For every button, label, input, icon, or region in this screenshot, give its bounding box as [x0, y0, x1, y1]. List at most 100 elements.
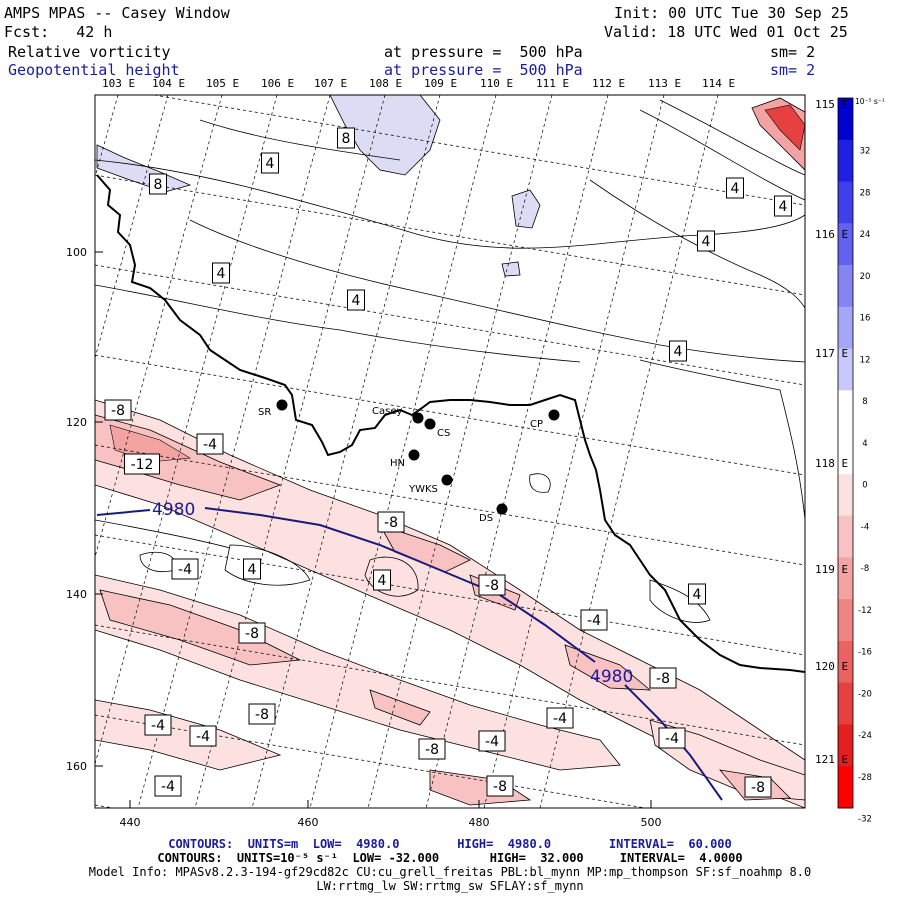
svg-text:4: 4: [248, 562, 257, 578]
svg-text:YWKS: YWKS: [408, 484, 438, 495]
colorbar-label: 32: [860, 147, 871, 157]
field2-pressure: at pressure = 500 hPa: [384, 61, 583, 79]
plot-frame: [94, 94, 806, 809]
colorbar-swatch: [838, 181, 853, 224]
contour-value-box: -8: [418, 738, 446, 760]
footer-vorticity-contours: CONTOURS: UNITS=10⁻⁵ s⁻¹ LOW= -32.000 HI…: [157, 851, 743, 865]
lon-label-right: 121 E: [815, 753, 849, 766]
svg-text:-4: -4: [178, 562, 192, 578]
lon-label-top: 106 E: [261, 77, 295, 90]
svg-text:8: 8: [342, 131, 351, 147]
svg-text:-4: -4: [196, 729, 210, 745]
height-label-2: 4980: [590, 667, 633, 687]
lon-label-right: 118 E: [815, 457, 849, 470]
colorbar-swatch: [838, 348, 853, 391]
field2-name: Geopotential height: [8, 61, 180, 79]
colorbar-label: -28: [858, 773, 872, 783]
svg-text:-8: -8: [245, 626, 259, 642]
contour-value-box: -4: [658, 727, 686, 749]
lon-label-top: 103 E: [102, 77, 136, 90]
svg-text:4: 4: [674, 344, 683, 360]
contour-value-box: -4: [546, 707, 574, 729]
svg-text:-8: -8: [255, 707, 269, 723]
lon-label-top: 112 E: [592, 77, 626, 90]
svg-text:HN: HN: [390, 458, 405, 469]
svg-text:4: 4: [779, 199, 788, 215]
lon-label-right: 115 E: [815, 98, 849, 111]
svg-text:-4: -4: [485, 734, 499, 750]
field1-name: Relative vorticity: [8, 43, 171, 61]
colorbar-swatch: [838, 557, 853, 600]
contour-value-box: -8: [649, 667, 677, 689]
contour-value-box: -4: [171, 558, 199, 580]
contour-value-box: 4: [212, 262, 230, 284]
lon-label-top: 107 E: [314, 77, 348, 90]
station-casey: Casey: [372, 406, 424, 424]
colorbar-swatch: [838, 515, 853, 558]
contour-value-box: 4: [243, 558, 261, 580]
init-time: Init: 00 UTC Tue 30 Sep 25: [614, 4, 849, 22]
x-tick-label: 480: [469, 816, 490, 829]
colorbar-swatch: [838, 98, 853, 141]
colorbar-unit: 10⁻⁵ s⁻¹: [855, 97, 885, 106]
field1-pressure: at pressure = 500 hPa: [384, 43, 583, 61]
svg-text:-8: -8: [384, 515, 398, 531]
svg-text:4: 4: [731, 181, 740, 197]
x-tick-label: 500: [641, 816, 662, 829]
colorbar-label: 24: [860, 230, 871, 240]
colorbar-swatch: [838, 682, 853, 725]
svg-text:4: 4: [217, 266, 226, 282]
svg-text:-8: -8: [485, 578, 499, 594]
colorbar-swatch: [838, 724, 853, 767]
svg-text:Casey: Casey: [372, 406, 402, 417]
station-hn: HN: [390, 449, 420, 469]
contour-label-boxes: 8 8 4 4 4 4 4 4 4 -8 -4 -12 -8 -4 4 4 -8 -4 -8 4 -8 -8 -4 -4 -8 -…: [104, 127, 792, 798]
svg-text:4: 4: [266, 156, 275, 172]
footer-physics-info: LW:rrtmg_lw SW:rrtmg_sw SFLAY:sf_mynn: [316, 879, 584, 893]
contour-value-box: -4: [196, 433, 224, 455]
colorbar-swatch: [838, 599, 853, 642]
coastline: [96, 174, 805, 673]
colorbar-swatch: [838, 223, 853, 266]
colorbar-swatch: [838, 306, 853, 350]
lon-label-right: 116 E: [815, 228, 849, 241]
colorbar-label: -12: [858, 606, 872, 616]
svg-text:CP: CP: [530, 419, 543, 430]
colorbar-label: 28: [860, 188, 871, 198]
y-tick-label: 160: [66, 760, 87, 773]
station-cs: CS: [424, 418, 450, 439]
lon-label-top: 110 E: [480, 77, 514, 90]
svg-text:4: 4: [378, 573, 387, 589]
station-markers: SR Casey CS HN YWKS CP DS: [258, 399, 560, 524]
contour-value-box: -4: [154, 775, 182, 797]
axis-ticks: 100 120 140 160 440 460 480 500: [66, 246, 662, 829]
y-tick-label: 120: [66, 416, 87, 429]
colorbar-label: 12: [860, 355, 871, 365]
lon-label-top: 109 E: [424, 77, 458, 90]
station-sr: SR: [258, 399, 288, 418]
contour-value-box: 4: [261, 152, 279, 174]
colorbar-label: -24: [858, 731, 872, 741]
svg-text:-8: -8: [751, 780, 765, 796]
colorbar-label: -8: [861, 564, 869, 574]
contour-value-box: -8: [248, 703, 276, 725]
lon-label-top: 104 E: [152, 77, 186, 90]
lon-label-top: 105 E: [206, 77, 240, 90]
x-tick-label: 460: [298, 816, 319, 829]
lon-label-top: 111 E: [536, 77, 570, 90]
colorbar-label: 4: [862, 439, 867, 449]
vorticity-contours: [95, 99, 805, 623]
svg-text:4: 4: [702, 234, 711, 250]
contour-value-box: -4: [189, 725, 217, 747]
valid-time: Valid: 18 UTC Wed 01 Oct 25: [604, 23, 848, 41]
vorticity-fill-layer: [95, 95, 805, 808]
contour-value-box: -8: [744, 776, 772, 798]
svg-text:-4: -4: [151, 718, 165, 734]
station-ds: DS: [479, 503, 508, 524]
svg-text:-4: -4: [553, 711, 567, 727]
svg-text:-4: -4: [161, 779, 175, 795]
colorbar: 32 28 24 20 16 12 8 4 0 -4 -8 -12 -16 -20 -24 -28 -32 10⁻…: [837, 97, 885, 825]
contour-value-box: -4: [580, 609, 608, 631]
contour-value-box: -8: [478, 574, 506, 596]
